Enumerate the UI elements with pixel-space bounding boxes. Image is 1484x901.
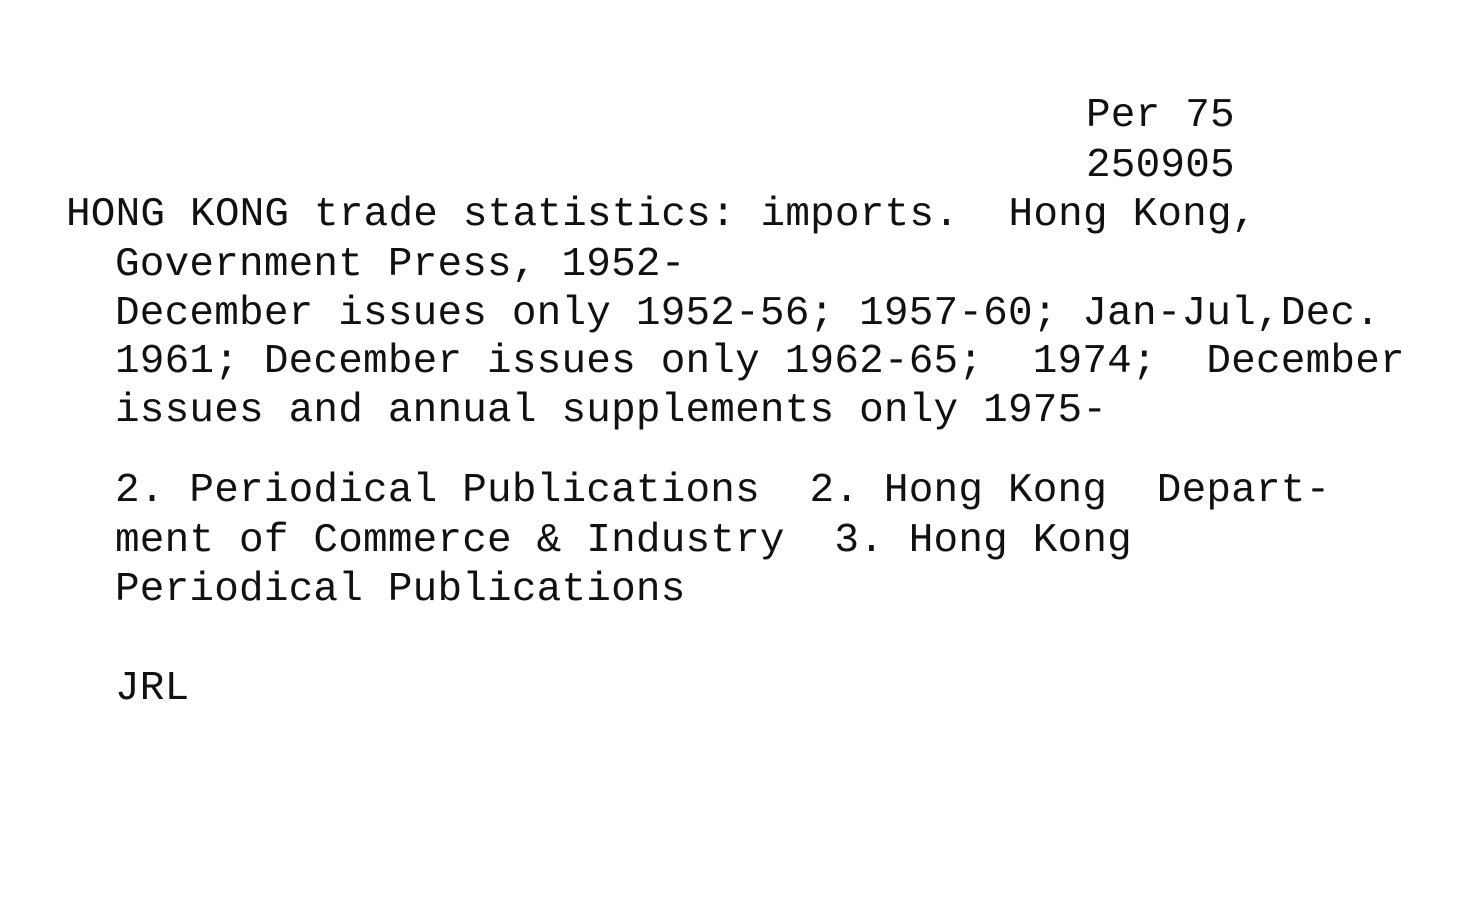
call-number-line-2: 250905 — [1086, 143, 1235, 189]
entry-title-line: HONG KONG trade statistics: imports. Hon… — [66, 192, 1257, 238]
entry-publisher-line: Government Press, 1952- — [115, 242, 686, 288]
subject-line-3: Periodical Publications — [115, 567, 686, 613]
call-number-line-1: Per 75 — [1086, 93, 1235, 139]
holdings-line-1: December issues only 1952-56; 1957-60; J… — [115, 291, 1381, 337]
holdings-line-2: 1961; December issues only 1962-65; 1974… — [115, 339, 1405, 385]
holdings-line-3: issues and annual supplements only 1975- — [115, 388, 1108, 434]
library-code: JRL — [115, 666, 190, 712]
subject-line-2: ment of Commerce & Industry 3. Hong Kong — [115, 518, 1132, 564]
subject-line-1: 2. Periodical Publications 2. Hong Kong … — [115, 468, 1331, 514]
